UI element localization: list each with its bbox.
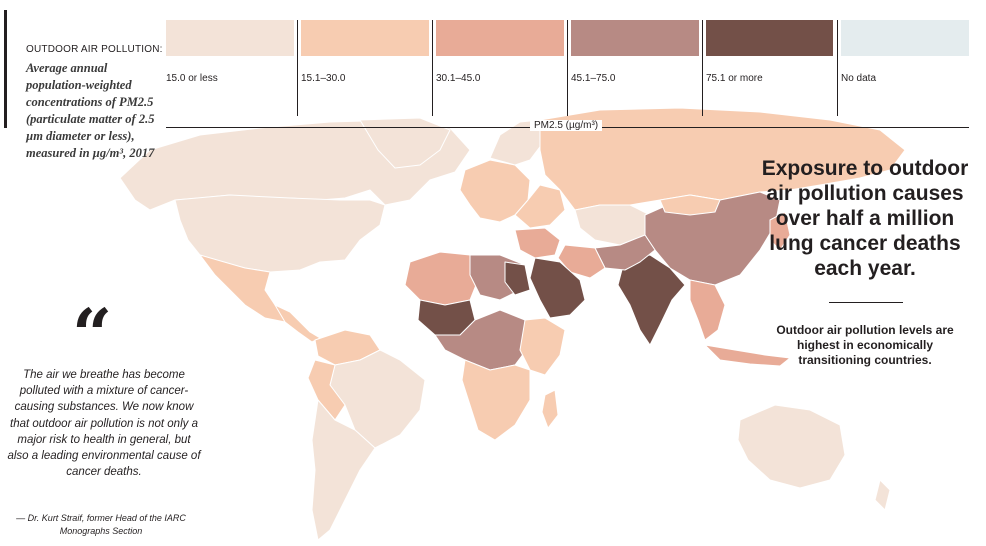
region-argentina-chile [311,399,376,541]
region-indonesia [704,344,791,367]
legend-swatch-bin-1 [166,20,294,56]
region-turkey-levant [514,227,561,259]
divider [829,302,903,303]
region-southern-africa [461,359,531,441]
region-usa [174,194,386,273]
region-north-africa-west [404,251,481,306]
quote-mark-icon: “ [72,293,113,376]
region-eastern-europe [514,184,566,229]
legend-swatch-bin-2 [301,20,429,56]
legend-label-bin-1: 15.0 or less [166,73,218,84]
legend-label-bin-2: 15.1–30.0 [301,73,346,84]
quote-text: The air we breathe has become polluted w… [7,369,201,479]
legend-label-bin-5: 75.1 or more [706,73,763,84]
region-iran [557,244,606,279]
legend-tick [432,20,433,116]
legend-swatch-bin-5 [706,20,833,56]
quote-attribution: — Dr. Kurt Straif, former Head of the IA… [16,513,186,536]
legend-tick [837,20,838,116]
legend-tick [702,20,703,116]
region-china [644,191,781,286]
legend-label-no-data: No data [841,73,877,84]
region-india [617,254,686,346]
legend-swatch-bin-4 [571,20,699,56]
region-madagascar [541,389,559,429]
region-australia [737,404,846,489]
legend-tick [567,20,568,116]
region-arabian-peninsula [529,257,586,319]
legend-axis-label: PM2.5 (µg/m³) [530,120,603,131]
region-east-africa [519,317,566,376]
legend-tick [297,20,298,116]
legend-swatch-bin-3 [436,20,564,56]
region-mongolia [659,194,721,216]
region-new-zealand [874,479,891,511]
subhead: Outdoor air pollution levels are highest… [776,323,954,367]
headline: Exposure to outdoor air pollution causes… [761,157,969,280]
region-southeast-asia [689,279,726,341]
legend-swatch-no-data [841,20,969,56]
region-egypt [504,261,531,296]
legend-label-bin-4: 45.1–75.0 [571,73,616,84]
legend-description: Average annual population-weighted conce… [26,61,155,160]
legend-kicker: OUTDOOR AIR POLLUTION: [26,44,163,55]
region-pakistan-afghanistan [594,234,656,271]
region-russia [539,107,906,211]
legend-label-bin-3: 30.1–45.0 [436,73,481,84]
region-greenland [359,117,451,169]
region-central-america [274,304,321,343]
region-peru-bolivia [307,359,346,421]
region-japan-korea [769,211,791,251]
accent-bar [4,10,7,128]
